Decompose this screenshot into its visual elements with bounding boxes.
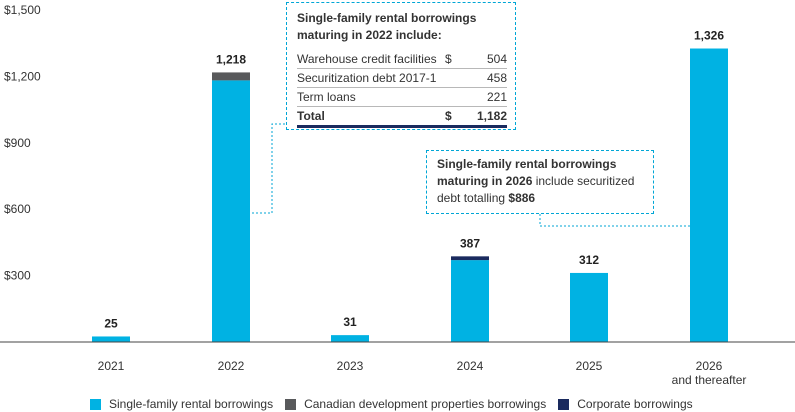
callout-row: Term loans 221 <box>297 88 507 107</box>
bar-canadian-development <box>212 72 250 81</box>
callout-2022-title: Single-family rental borrowings maturing… <box>297 11 477 42</box>
callout-2026-line-1: Single-family rental borrowings <box>437 156 645 173</box>
callout-2026-bold: maturing in 2026 <box>437 174 533 188</box>
callout-2026-amount: $886 <box>508 191 536 205</box>
bar-total-label: 387 <box>460 236 480 250</box>
bar-total-label: 312 <box>579 253 599 267</box>
callout-2022-maturities: Single-family rental borrowings maturing… <box>286 2 516 130</box>
callout-2022-connector <box>252 123 286 214</box>
x-tick-label: 2023 <box>337 359 364 373</box>
callout-2026-line-1-text: Single-family rental borrowings <box>437 157 617 171</box>
row-currency <box>445 69 467 87</box>
bar-single-family <box>451 260 489 342</box>
total-currency: $ <box>445 109 452 123</box>
row-amount: 221 <box>486 90 507 104</box>
callout-2026-text: include securitized <box>532 174 635 188</box>
total-label: Total <box>297 109 325 123</box>
callout-total-row: Total $ 1,182 <box>297 107 507 128</box>
y-tick-label: $600 <box>4 202 31 216</box>
bars <box>92 48 728 343</box>
bar-total-label: 25 <box>104 316 118 330</box>
bar-single-family <box>331 335 369 342</box>
legend-label: Corporate borrowings <box>577 397 693 411</box>
callout-2026-text: debt totalling <box>437 191 509 205</box>
bar-total-label: 31 <box>343 315 357 329</box>
row-label: Warehouse credit facilities <box>297 52 437 66</box>
bar-single-family <box>92 336 130 342</box>
legend-swatch <box>285 398 297 410</box>
total-amount: 1,182 <box>476 109 507 123</box>
callout-2026-line-2: maturing in 2026 include securitized <box>437 173 645 190</box>
legend-swatch <box>558 398 570 410</box>
y-tick-label: $1,200 <box>4 69 41 83</box>
row-amount: 458 <box>486 71 507 85</box>
x-tick-label: 2024 <box>457 359 484 373</box>
y-tick-label: $900 <box>4 136 31 150</box>
legend-item-corporate: Corporate borrowings <box>558 397 693 411</box>
bar-single-family <box>690 48 728 343</box>
legend-swatch <box>90 398 101 410</box>
legend: Single-family rental borrowings Canadian… <box>90 396 705 412</box>
y-tick-label: $1,500 <box>4 3 41 17</box>
row-label: Securitization debt 2017-1 <box>297 71 437 85</box>
row-currency <box>445 88 467 106</box>
row-amount: 504 <box>486 52 507 66</box>
legend-item-single-family: Single-family rental borrowings <box>90 397 273 411</box>
legend-item-canadian-development: Canadian development properties borrowin… <box>285 397 546 411</box>
callout-connectors <box>252 123 690 227</box>
row-label: Term loans <box>297 90 356 104</box>
x-tick-label: 2022 <box>218 359 245 373</box>
legend-label: Single-family rental borrowings <box>109 397 274 411</box>
callout-2026-line-3: debt totalling $886 <box>437 190 645 207</box>
y-axis: $1,500 $1,200 $900 $600 $300 <box>4 3 41 283</box>
x-tick-label: 2021 <box>98 359 125 373</box>
legend-label: Canadian development properties borrowin… <box>304 397 547 411</box>
bar-corporate <box>451 256 489 261</box>
bar-single-family <box>212 80 250 342</box>
x-tick-label: 2026 <box>696 359 723 373</box>
row-currency: $ <box>445 52 452 66</box>
x-tick-label: 2025 <box>576 359 603 373</box>
callout-row: Warehouse credit facilities $ 504 <box>297 50 507 69</box>
y-tick-label: $300 <box>4 269 31 283</box>
callout-2026-connector <box>539 214 690 227</box>
bar-total-labels: 25 1,218 31 387 312 1,326 <box>104 29 724 331</box>
bar-total-label: 1,326 <box>694 29 724 43</box>
callout-2026-maturities: Single-family rental borrowings maturing… <box>426 150 654 214</box>
callout-row: Securitization debt 2017-1 458 <box>297 69 507 88</box>
bar-total-label: 1,218 <box>216 52 246 66</box>
bar-single-family <box>570 272 608 342</box>
x-tick-label: and thereafter <box>672 373 747 387</box>
